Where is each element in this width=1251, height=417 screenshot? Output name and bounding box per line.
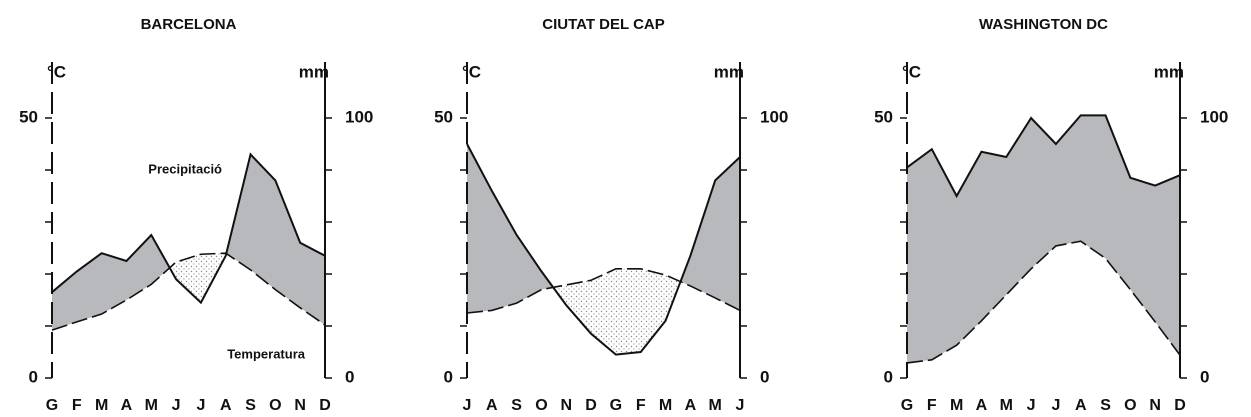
temperature-line [906,240,1181,364]
x-tick-label: M [145,397,158,414]
x-tick-label: S [1100,397,1111,414]
x-tick-label: S [245,397,256,414]
x-tick-label: A [1075,397,1087,414]
y2-axis-label: mm [1154,62,1184,81]
chart-title: CIUTAT DEL CAP [542,16,665,33]
mask-area [467,144,740,378]
y2-axis-label: mm [299,62,329,81]
x-tick-label: J [172,397,181,414]
x-tick-label: D [1174,397,1186,414]
y2-tick-label: 0 [345,367,354,386]
x-tick-label: A [976,397,988,414]
x-tick-label: J [1027,397,1036,414]
x-tick-label: F [72,397,82,414]
y2-tick-label: 100 [345,107,373,126]
x-tick-label: M [950,397,963,414]
y-tick-label: 0 [884,367,893,386]
x-tick-label: G [46,397,58,414]
y2-tick-label: 0 [1200,367,1209,386]
series-label: Precipitació [148,161,222,176]
x-tick-label: S [511,397,522,414]
x-tick-label: A [121,397,133,414]
x-tick-label: A [220,397,232,414]
precipitation-line [466,143,741,356]
x-tick-label: F [636,397,646,414]
x-tick-label: M [659,397,672,414]
x-tick-label: N [294,397,306,414]
precipitation-line [906,114,1181,199]
y-axis-label: °C [902,62,921,81]
y2-tick-label: 100 [760,107,788,126]
chart-title: BARCELONA [141,16,237,33]
y-tick-label: 50 [874,107,893,126]
x-tick-label: M [95,397,108,414]
x-tick-label: J [463,397,472,414]
x-tick-label: J [736,397,745,414]
y-tick-label: 50 [434,107,453,126]
precipitation-line [51,152,326,305]
x-tick-label: M [1000,397,1013,414]
y2-axis-label: mm [714,62,744,81]
x-tick-label: D [585,397,597,414]
temperature-line [466,267,741,314]
x-tick-label: A [486,397,498,414]
x-tick-label: A [685,397,697,414]
x-tick-label: O [269,397,281,414]
x-tick-label: G [610,397,622,414]
y2-tick-label: 0 [760,367,769,386]
y-axis-label: °C [47,62,66,81]
y-axis-label: °C [462,62,481,81]
x-tick-label: N [1149,397,1161,414]
y-tick-label: 50 [19,107,38,126]
series-label: Temperatura [227,346,306,361]
y-tick-label: 0 [444,367,453,386]
x-tick-label: G [901,397,913,414]
x-tick-label: J [196,397,205,414]
x-tick-label: D [319,397,331,414]
x-tick-label: N [560,397,572,414]
x-tick-label: M [709,397,722,414]
y-tick-label: 0 [29,367,38,386]
x-tick-label: F [927,397,937,414]
y2-tick-label: 100 [1200,107,1228,126]
temperature-line [51,252,326,331]
x-tick-label: O [1124,397,1136,414]
chart-title: WASHINGTON DC [979,16,1108,33]
x-tick-label: J [1051,397,1060,414]
x-tick-label: O [535,397,547,414]
